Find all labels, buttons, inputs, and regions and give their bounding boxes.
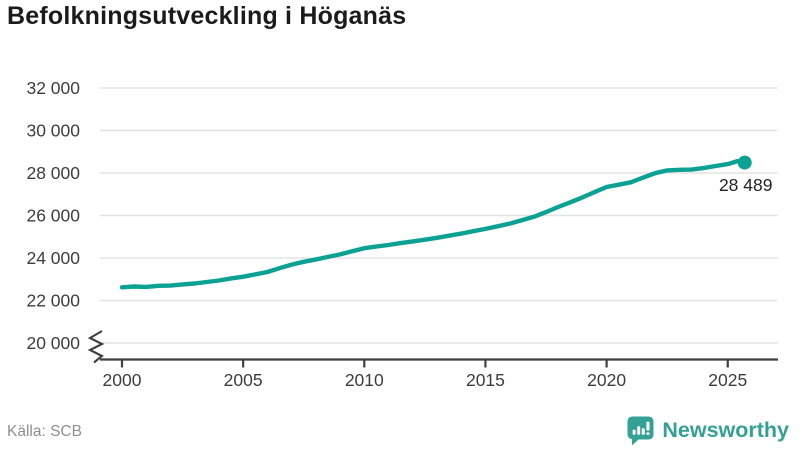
y-tick-label: 20 000 — [26, 333, 80, 353]
newsworthy-logo-link[interactable]: Newsworthy — [626, 413, 789, 448]
y-tick-label: 30 000 — [26, 121, 80, 141]
x-tick-label: 2020 — [587, 370, 626, 390]
x-tick-label: 2015 — [466, 370, 505, 390]
x-tick-label: 2025 — [708, 370, 747, 390]
y-tick-label: 26 000 — [26, 206, 80, 226]
newsworthy-bubble-barchart-icon — [626, 415, 655, 446]
source-note: Källa: SCB — [7, 423, 82, 440]
y-tick-label: 32 000 — [26, 78, 80, 98]
population-series-line — [119, 158, 747, 290]
latest-value-label: 28 489 — [719, 175, 773, 195]
y-tick-label: 22 000 — [26, 291, 80, 311]
x-tick-label: 2010 — [345, 370, 384, 390]
newsworthy-wordmark: Newsworthy — [662, 418, 789, 442]
latest-value-marker — [737, 155, 752, 170]
y-axis-break-icon — [87, 330, 105, 364]
y-tick-label: 24 000 — [26, 248, 80, 268]
chart-title: Befolkningsutveckling i Höganäs — [7, 2, 407, 30]
x-tick-label: 2000 — [103, 370, 142, 390]
y-tick-label: 28 000 — [26, 163, 80, 183]
x-tick-label: 2005 — [224, 370, 263, 390]
